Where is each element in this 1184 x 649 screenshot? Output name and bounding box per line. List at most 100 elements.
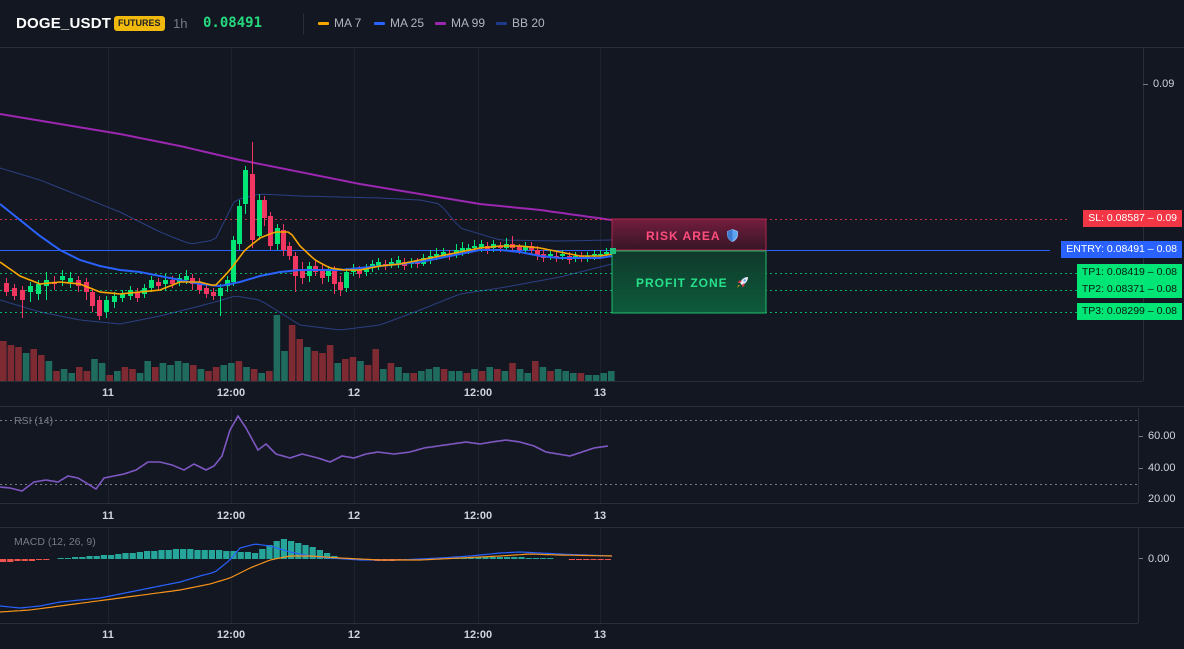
volume-bar xyxy=(205,371,212,381)
volume-bar xyxy=(448,371,455,381)
volume-bar xyxy=(266,371,273,381)
legend-ma25[interactable]: MA 25 xyxy=(374,16,424,30)
time-axis-label: 12:00 xyxy=(463,510,493,522)
volume-bar xyxy=(76,367,83,381)
candle-body xyxy=(190,278,195,284)
timeframe-label[interactable]: 1h xyxy=(173,16,188,31)
candle-body xyxy=(170,280,175,284)
macd-histogram-bar xyxy=(597,559,604,560)
entry-tag[interactable]: ENTRY: 0.08491 – 0.08 xyxy=(1061,241,1182,258)
macd-histogram-bar xyxy=(280,539,287,559)
candle-body xyxy=(604,252,609,254)
candle-body xyxy=(197,282,202,290)
volume-bar xyxy=(608,371,615,381)
volume-bar xyxy=(129,369,136,381)
volume-bar xyxy=(121,367,129,381)
time-axis-label: 13 xyxy=(593,629,607,641)
volume-bar xyxy=(585,375,592,381)
candle-body xyxy=(498,246,503,248)
volume-bar xyxy=(15,347,22,381)
macd-histogram-bar xyxy=(324,553,331,559)
legend-ma7[interactable]: MA 7 xyxy=(318,16,361,30)
macd-histogram-bar xyxy=(21,559,28,561)
macd-histogram-bar xyxy=(482,557,489,559)
macd-histogram-bar xyxy=(129,553,136,559)
stop-loss-tag[interactable]: SL: 0.08587 – 0.09 xyxy=(1083,210,1182,227)
macd-histogram-bar xyxy=(259,549,266,559)
bollinger-lower-band xyxy=(0,263,613,331)
candle-body xyxy=(338,282,343,290)
rsi-panel-title: RSI (14) xyxy=(14,415,54,427)
volume-bar xyxy=(182,363,189,381)
macd-histogram-bar xyxy=(273,541,280,559)
volume-bar xyxy=(501,371,509,381)
symbol-name[interactable]: DOGE_USDT xyxy=(16,15,112,32)
macd-histogram-bar xyxy=(489,557,496,559)
volume-bar xyxy=(235,361,243,381)
legend-bb20[interactable]: BB 20 xyxy=(496,16,545,30)
macd-histogram-bar xyxy=(100,555,107,559)
volume-bar xyxy=(478,371,486,381)
candle-body xyxy=(332,270,337,284)
profit-zone-label[interactable]: PROFIT ZONE xyxy=(636,276,749,292)
tp3-tag[interactable]: TP3: 0.08299 – 0.08 xyxy=(1076,303,1182,320)
macd-histogram-bar xyxy=(590,559,597,560)
macd-panel-title: MACD (12, 26, 9) xyxy=(14,536,96,548)
volume-bar xyxy=(212,367,220,381)
volume-bar xyxy=(296,339,303,381)
risk-area-label[interactable]: RISK AREA xyxy=(646,229,739,245)
tp1-tag[interactable]: TP1: 0.08419 – 0.08 xyxy=(1076,264,1182,281)
macd-histogram-bar xyxy=(460,558,467,559)
macd-histogram-bar xyxy=(547,558,554,559)
candle-body xyxy=(548,254,553,256)
volume-bar xyxy=(342,359,349,381)
macd-histogram-bar xyxy=(144,551,151,559)
candle-body xyxy=(479,244,484,248)
candle-body xyxy=(376,262,381,266)
candle-body xyxy=(326,270,331,276)
candle-body xyxy=(389,262,394,264)
macd-histogram-bar xyxy=(468,558,475,559)
candle-body xyxy=(535,250,540,256)
main-price-chart[interactable] xyxy=(0,48,1184,649)
candle-body xyxy=(97,300,102,316)
macd-histogram-bar xyxy=(475,557,482,559)
candle-body xyxy=(300,270,305,278)
volume-bar xyxy=(357,361,364,381)
volume-bar xyxy=(174,361,182,381)
macd-histogram-bar xyxy=(295,543,302,559)
candle-body xyxy=(243,170,248,204)
macd-histogram-bar xyxy=(172,549,179,559)
time-axis-label: 11 xyxy=(102,387,114,399)
candle-body xyxy=(4,283,9,292)
volume-bar xyxy=(410,373,417,381)
volume-bar xyxy=(486,367,493,381)
volume-bar xyxy=(243,367,250,381)
macd-histogram-bar xyxy=(0,559,7,562)
candle-body xyxy=(204,288,209,294)
candle-body xyxy=(523,246,528,250)
time-axis-label: 12 xyxy=(347,629,361,641)
legend-ma99[interactable]: MA 99 xyxy=(435,16,485,30)
macd-histogram-bar xyxy=(86,556,93,559)
macd-histogram-bar xyxy=(237,552,244,559)
macd-histogram-bar xyxy=(93,556,100,559)
volume-bar xyxy=(509,363,516,381)
volume-bar xyxy=(136,373,144,381)
macd-histogram-bar xyxy=(518,557,525,559)
macd-line xyxy=(0,543,613,609)
candle-body xyxy=(262,200,267,218)
volume-bar xyxy=(83,371,91,381)
macd-histogram-bar xyxy=(165,550,172,559)
candle-body xyxy=(287,246,292,256)
macd-histogram-bar xyxy=(511,557,518,559)
ma99-line xyxy=(0,113,613,221)
candle-body xyxy=(211,292,216,296)
candle-body xyxy=(472,246,477,248)
tp2-tag[interactable]: TP2: 0.08371 – 0.08 xyxy=(1076,281,1182,298)
stop-loss-value: 0.09 xyxy=(1156,212,1177,224)
last-price: 0.08491 xyxy=(203,15,263,31)
volume-bar xyxy=(433,367,440,381)
macd-histogram-bar xyxy=(115,554,122,559)
time-axis-label: 12:00 xyxy=(216,510,246,522)
